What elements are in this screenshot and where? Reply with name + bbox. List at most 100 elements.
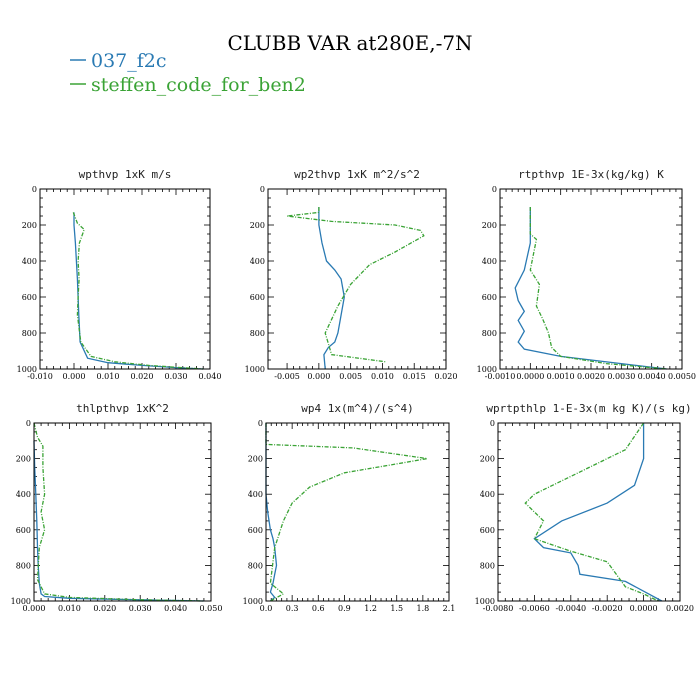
x-tick-label: 0.0000 [630, 604, 658, 613]
y-tick-label: 1000 [11, 597, 31, 606]
y-tick-label: 200 [250, 221, 265, 230]
series-line-037-f2c [265, 423, 278, 602]
series-line-037-f2c [533, 423, 663, 602]
x-tick-label: 0.010 [97, 372, 120, 381]
x-tick-label: 0.040 [199, 372, 222, 381]
y-tick-label: 600 [22, 293, 37, 302]
y-tick-label: 200 [248, 455, 263, 464]
x-tick-label: 0.015 [403, 372, 426, 381]
series-line-steffen-code-for-ben2 [287, 207, 425, 363]
y-tick-label: 400 [482, 257, 497, 266]
chart-panel-4: thlpthvp 1xK^2 0.000 0.010 0.020 0.030 0.040 0… [11, 402, 223, 613]
y-tick-label: 200 [480, 455, 495, 464]
x-tick-label: 0.050 [200, 604, 223, 613]
x-tick-label: 0.6 [312, 604, 325, 613]
plot-frame [265, 422, 450, 602]
x-tick-label: 0.000 [307, 372, 330, 381]
x-tick-label: -0.0040 [555, 604, 586, 613]
panel-title: wpthvp 1xK m/s [79, 168, 172, 181]
x-tick-label: 0.020 [93, 604, 116, 613]
x-tick-label: 0.020 [131, 372, 154, 381]
series-line-037-f2c [73, 212, 204, 370]
y-tick-label: 0 [32, 185, 37, 194]
x-tick-label: -0.005 [274, 372, 300, 381]
x-tick-label: 0.005 [339, 372, 362, 381]
y-tick-label: 400 [16, 490, 31, 499]
x-tick-label: 0.020 [435, 372, 458, 381]
y-tick-label: 200 [482, 221, 497, 230]
x-tick-label: 0.3 [286, 604, 299, 613]
series-line-037-f2c [33, 440, 204, 602]
x-tick-label: 0.9 [338, 604, 351, 613]
figure-title: CLUBB VAR at280E,-7N [227, 31, 472, 55]
y-tick-label: 800 [22, 329, 37, 338]
series-line-steffen-code-for-ben2 [72, 212, 204, 370]
y-tick-label: 800 [480, 561, 495, 570]
y-tick-label: 400 [250, 257, 265, 266]
y-tick-label: 0 [26, 419, 31, 428]
x-tick-label: 0.030 [129, 604, 152, 613]
series-line-steffen-code-for-ben2 [529, 207, 667, 370]
panel-title: wp4 1x(m^4)/(s^4) [301, 402, 414, 415]
x-tick-label: 0.0020 [666, 604, 694, 613]
x-tick-label: 1.8 [416, 604, 429, 613]
y-tick-label: 0 [492, 185, 497, 194]
y-tick-label: 1000 [17, 365, 37, 374]
chart-panel-5: wp4 1x(m^4)/(s^4) 0.0 0.3 0.6 0.9 1.2 1.5 1.8 2.… [243, 402, 456, 613]
x-tick-label: 1.5 [390, 604, 403, 613]
x-tick-label: 1.2 [364, 604, 377, 613]
y-tick-label: 600 [248, 526, 263, 535]
y-tick-label: 0 [258, 419, 263, 428]
y-tick-label: 800 [482, 329, 497, 338]
y-tick-label: 0 [260, 185, 265, 194]
x-tick-label: -0.0080 [483, 604, 514, 613]
y-tick-label: 200 [16, 455, 31, 464]
x-tick-label: 0.0000 [516, 372, 544, 381]
x-tick-label: 0.0050 [668, 372, 696, 381]
x-tick-label: 0.0040 [638, 372, 666, 381]
x-tick-label: 0.0030 [607, 372, 635, 381]
series-line-steffen-code-for-ben2 [265, 423, 428, 602]
y-tick-label: 0 [490, 419, 495, 428]
x-tick-label: 0.0010 [547, 372, 575, 381]
panel-title: rtpthvp 1E-3x(kg/kg) K [518, 168, 664, 181]
plot-frame [499, 188, 683, 370]
legend-label-2: steffen_code_for_ben2 [91, 74, 306, 96]
x-tick-label: -0.0060 [519, 604, 550, 613]
y-tick-label: 1000 [475, 597, 495, 606]
panel-title: wprtpthlp 1-E-3x(m kg K)/(s kg) [486, 402, 691, 415]
y-tick-label: 1000 [245, 365, 265, 374]
x-tick-label: 0.0020 [577, 372, 605, 381]
chart-panel-2: wp2thvp 1xK m^2/s^2 -0.005 0.000 0.005 0.010… [245, 168, 458, 381]
panel-title: wp2thvp 1xK m^2/s^2 [294, 168, 420, 181]
y-tick-label: 600 [16, 526, 31, 535]
y-tick-label: 600 [482, 293, 497, 302]
y-tick-label: 400 [248, 490, 263, 499]
legend: 037_f2c steffen_code_for_ben2 [70, 50, 306, 96]
series-line-037-f2c [318, 207, 345, 370]
y-tick-label: 600 [250, 293, 265, 302]
x-tick-label: -0.0020 [592, 604, 623, 613]
y-tick-label: 800 [248, 561, 263, 570]
plot-frame [267, 188, 447, 370]
series-line-steffen-code-for-ben2 [33, 422, 204, 602]
panel-title: thlpthvp 1xK^2 [76, 402, 169, 415]
x-tick-label: 0.030 [165, 372, 188, 381]
y-tick-label: 800 [250, 329, 265, 338]
series-line-037-f2c [514, 207, 667, 370]
chart-panel-6: wprtpthlp 1-E-3x(m kg K)/(s kg) -0.0080 -0… [475, 402, 694, 613]
x-tick-label: 0.010 [58, 604, 81, 613]
legend-label-1: 037_f2c [91, 50, 167, 72]
x-tick-label: -0.010 [27, 372, 53, 381]
plot-frame [497, 422, 681, 602]
chart-panel-3: rtpthvp 1E-3x(kg/kg) K -0.0010 0.0000 0.001… [477, 168, 696, 381]
x-tick-label: 2.1 [443, 604, 456, 613]
y-tick-label: 200 [22, 221, 37, 230]
x-tick-label: 0.040 [164, 604, 187, 613]
x-tick-label: 0.000 [23, 604, 46, 613]
y-tick-label: 400 [22, 257, 37, 266]
chart-panel-1: wpthvp 1xK m/s -0.010 0.000 0.010 0.020 0.030… [17, 168, 222, 381]
x-tick-label: -0.0010 [485, 372, 516, 381]
x-tick-label: 0.010 [371, 372, 394, 381]
